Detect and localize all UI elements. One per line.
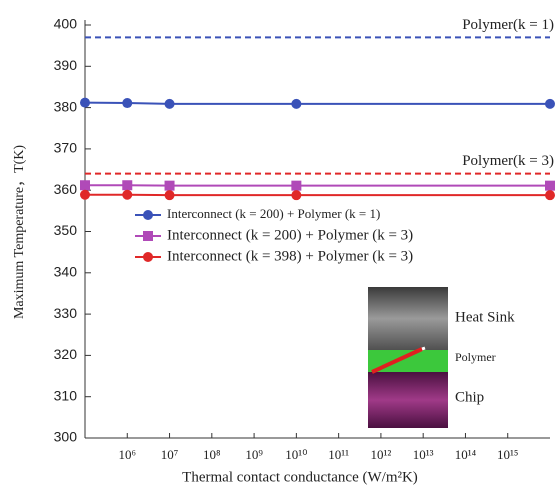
y-tick-label: 380 (54, 98, 78, 114)
y-tick-label: 340 (54, 264, 78, 280)
y-tick-label: 390 (54, 57, 78, 73)
chart: Heat Sink Polymer Chip Thermal contact c… (0, 0, 558, 491)
x-tick-label: 10⁹ (245, 447, 263, 462)
marker (291, 99, 301, 109)
marker (291, 181, 301, 191)
legend-label: Interconnect (k = 200) + Polymer (k = 3) (167, 227, 413, 243)
x-tick-label: 10¹⁰ (285, 447, 307, 462)
x-tick-label: 10¹² (371, 447, 392, 462)
marker (80, 190, 90, 200)
marker (122, 190, 132, 200)
y-tick-label: 350 (54, 222, 78, 238)
x-tick-label: 10¹³ (413, 447, 434, 462)
heat-sink-block (368, 287, 448, 350)
x-tick-label: 10¹⁵ (497, 447, 518, 462)
marker (80, 98, 90, 108)
marker (165, 99, 175, 109)
x-axis-label: Thermal contact conductance (W/m²K) (182, 469, 418, 485)
legend-label: Interconnect (k = 200) + Polymer (k = 1) (167, 206, 380, 221)
x-tick-label: 10¹¹ (328, 447, 349, 462)
y-tick-label: 400 (54, 16, 78, 32)
marker (165, 190, 175, 200)
x-tick-label: 10⁸ (203, 447, 221, 462)
y-tick-label: 330 (54, 305, 78, 321)
series-line (85, 103, 550, 104)
marker (80, 180, 90, 190)
inset-label: Chip (455, 389, 484, 405)
y-tick-label: 300 (54, 429, 78, 445)
marker (291, 190, 301, 200)
legend-label: Interconnect (k = 398) + Polymer (k = 3) (167, 248, 413, 264)
legend-marker (143, 252, 153, 262)
inset-diagram: Heat Sink Polymer Chip (368, 287, 515, 428)
marker (545, 99, 555, 109)
y-tick-label: 370 (54, 140, 78, 156)
reference-label: Polymer(k = 1) (462, 17, 554, 33)
legend-marker (143, 210, 153, 220)
marker (122, 98, 132, 108)
y-tick-label: 360 (54, 181, 78, 197)
marker (545, 181, 555, 191)
x-tick-label: 10¹⁴ (455, 447, 477, 462)
interconnect-tip (422, 348, 425, 349)
y-axis-label: Maximum Temperature，T(K) (12, 145, 27, 319)
inset-label: Heat Sink (455, 309, 515, 325)
x-tick-label: 10⁶ (118, 447, 136, 462)
marker (545, 190, 555, 200)
marker (165, 181, 175, 191)
y-tick-label: 310 (54, 387, 78, 403)
marker (122, 180, 132, 190)
legend-marker (143, 231, 153, 241)
inset-label: Polymer (455, 350, 496, 364)
x-tick-label: 10⁷ (161, 447, 179, 462)
chip-block (368, 372, 448, 428)
y-tick-label: 320 (54, 346, 78, 362)
reference-label: Polymer(k = 3) (462, 153, 554, 169)
